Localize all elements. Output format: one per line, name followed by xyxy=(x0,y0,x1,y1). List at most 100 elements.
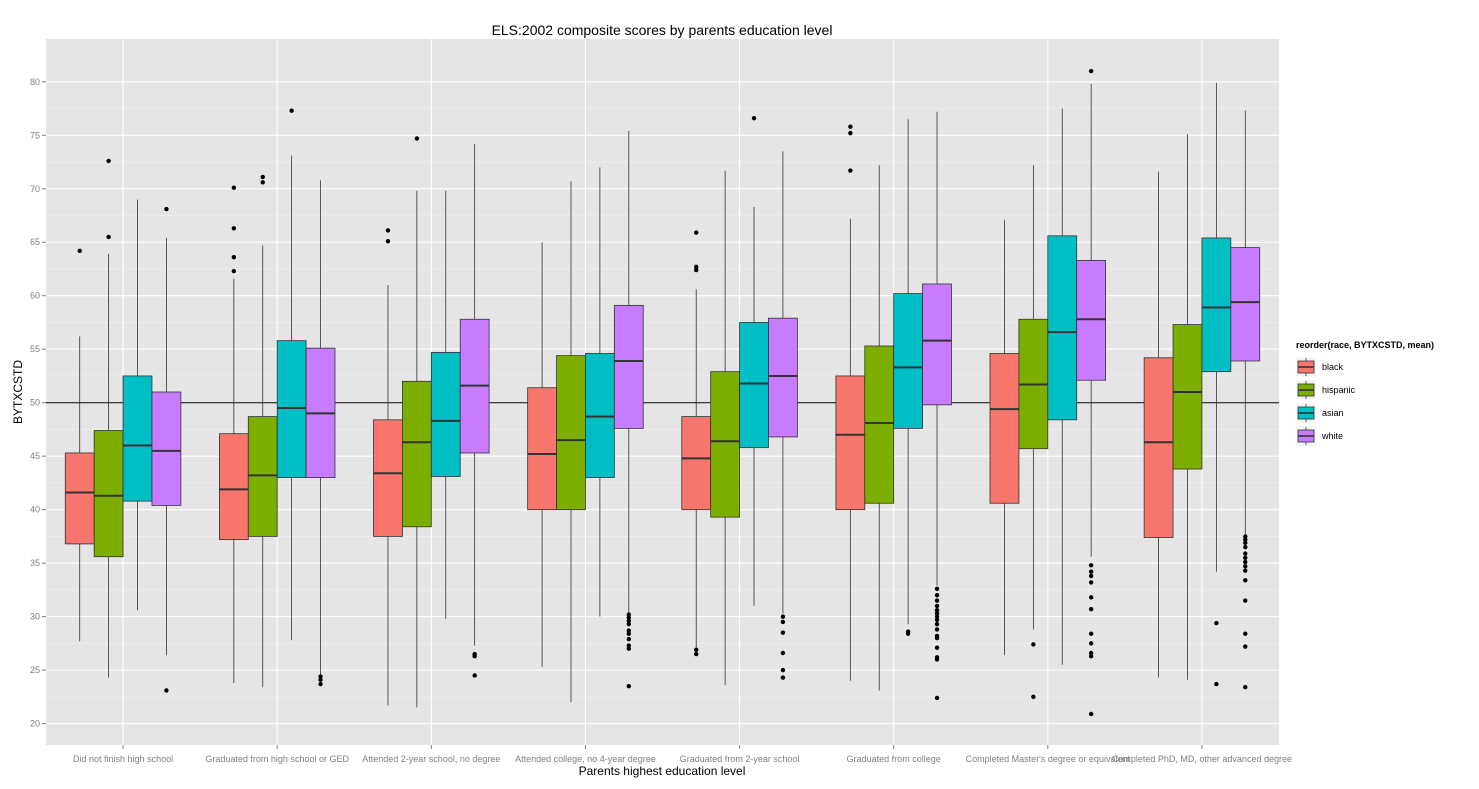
box-black xyxy=(64,248,95,642)
outlier-point xyxy=(231,226,237,231)
box-hispanic xyxy=(1172,134,1203,680)
y-axis-label: BYTXCSTD xyxy=(11,360,25,424)
outlier-point xyxy=(1088,654,1094,659)
outlier-point xyxy=(1243,644,1248,649)
outlier-point xyxy=(934,593,940,598)
box-asian xyxy=(1201,82,1232,687)
outlier-point xyxy=(780,675,786,680)
outlier-point xyxy=(780,630,786,635)
y-tick-label: 75 xyxy=(30,130,40,140)
outlier-point xyxy=(1243,568,1248,573)
x-axis: Did not finish high school Graduated from… xyxy=(73,745,1292,764)
legend-items: black hispanic asian white xyxy=(1295,356,1356,447)
outlier-point xyxy=(626,631,631,636)
outlier-point xyxy=(694,651,699,657)
box-iqr xyxy=(430,352,461,477)
outlier-point xyxy=(1088,595,1094,600)
outlier-point xyxy=(1243,555,1248,561)
box-iqr xyxy=(893,293,923,429)
outlier-point xyxy=(780,667,786,673)
box-iqr xyxy=(1047,235,1078,421)
outlier-point xyxy=(848,168,853,173)
legend-item-black: black xyxy=(1295,356,1344,378)
outlier-point xyxy=(77,248,82,253)
box-hispanic xyxy=(556,181,586,703)
outlier-point xyxy=(1088,569,1094,574)
box-iqr xyxy=(93,430,124,558)
outlier-point xyxy=(1088,606,1094,612)
plot-panel xyxy=(46,39,1279,745)
outlier-point xyxy=(905,629,911,634)
box-iqr xyxy=(585,353,615,478)
y-tick-label: 70 xyxy=(30,184,40,194)
y-tick-label: 30 xyxy=(30,612,40,622)
outlier-point xyxy=(934,695,940,701)
outlier-point xyxy=(934,598,940,603)
box-iqr xyxy=(151,391,182,506)
outlier-point xyxy=(848,124,853,129)
outlier-point xyxy=(106,158,111,164)
outlier-point xyxy=(626,615,631,620)
x-tick-label: Completed PhD, MD, other advanced degree xyxy=(1112,754,1292,764)
outlier-point xyxy=(934,617,940,623)
outlier-point xyxy=(694,267,699,273)
outlier-point xyxy=(848,130,853,136)
box-black xyxy=(218,185,249,683)
x-tick-label: Graduated from college xyxy=(847,754,941,764)
y-tick-label: 80 xyxy=(30,77,40,87)
outlier-point xyxy=(231,185,237,190)
outlier-point xyxy=(1031,642,1036,647)
box-iqr xyxy=(768,317,798,438)
outlier-point xyxy=(626,621,631,627)
box-white xyxy=(459,143,490,678)
box-hispanic xyxy=(864,165,895,691)
outlier-point xyxy=(1088,631,1094,636)
box-iqr xyxy=(122,375,153,502)
outlier-point xyxy=(934,603,940,609)
box-layer xyxy=(64,68,1261,717)
box-hispanic xyxy=(93,158,124,678)
box-asian xyxy=(122,199,153,611)
x-tick-label: Attended college, no 4-year degree xyxy=(515,754,656,764)
box-hispanic xyxy=(247,174,278,688)
outlier-point xyxy=(780,614,786,619)
outlier-point xyxy=(231,268,237,274)
outlier-point xyxy=(472,651,477,657)
outlier-point xyxy=(934,611,940,616)
box-iqr xyxy=(373,419,403,537)
outlier-point xyxy=(1243,559,1248,565)
outlier-point xyxy=(1243,598,1248,603)
chart-title: ELS:2002 composite scores by parents edu… xyxy=(492,22,833,38)
box-white xyxy=(1076,68,1107,717)
outlier-point xyxy=(1214,681,1219,687)
box-iqr xyxy=(710,371,740,518)
box-white xyxy=(305,180,336,687)
box-iqr xyxy=(276,340,307,478)
box-black xyxy=(835,124,866,681)
legend-title: reorder(race, BYTXCSTD, mean) xyxy=(1296,340,1434,350)
y-tick-label: 35 xyxy=(30,558,40,568)
box-asian xyxy=(430,190,461,619)
legend-label: hispanic xyxy=(1322,385,1356,395)
outlier-point xyxy=(1243,551,1248,556)
box-asian xyxy=(585,167,615,617)
x-tick-label: Completed Master's degree or equivalent xyxy=(966,754,1131,764)
box-iqr xyxy=(989,353,1020,504)
outlier-point xyxy=(1243,534,1248,539)
box-iqr xyxy=(247,416,278,537)
box-asian xyxy=(276,108,307,641)
x-tick-label: Graduated from 2-year school xyxy=(680,754,800,764)
box-white xyxy=(922,111,952,701)
box-iqr xyxy=(835,375,866,511)
box-asian xyxy=(739,115,769,606)
outlier-point xyxy=(780,619,786,625)
y-tick-label: 60 xyxy=(30,291,40,301)
outlier-point xyxy=(780,650,786,656)
box-iqr xyxy=(527,387,557,511)
box-iqr xyxy=(1076,260,1107,381)
outlier-point xyxy=(626,646,631,651)
box-white xyxy=(1230,110,1261,690)
outlier-point xyxy=(1088,563,1094,568)
box-hispanic xyxy=(710,170,740,686)
box-hispanic xyxy=(1018,165,1049,700)
